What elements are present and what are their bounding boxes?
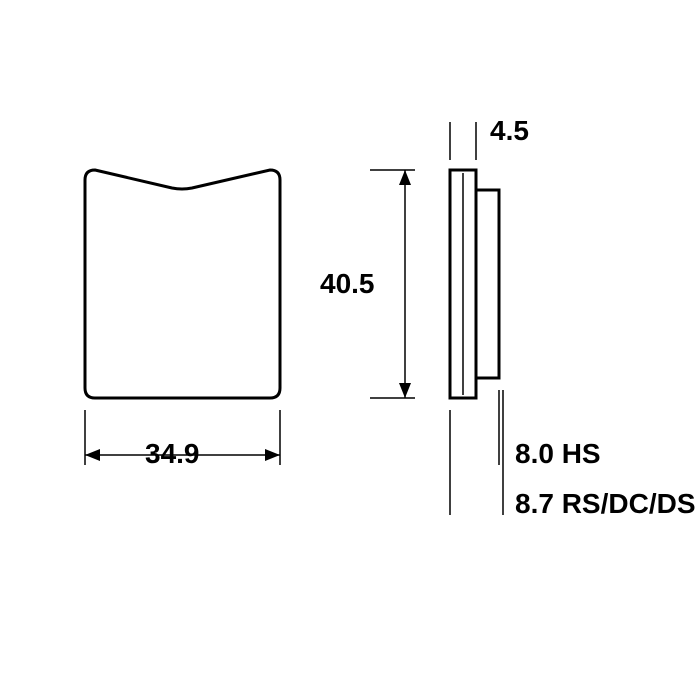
dim-plate	[450, 122, 476, 160]
label-width: 34.9	[145, 438, 200, 470]
label-plate: 4.5	[490, 115, 529, 147]
front-view	[85, 170, 280, 398]
dim-height	[370, 170, 415, 398]
dim-depth1	[450, 390, 499, 515]
side-view	[450, 170, 499, 398]
label-depth2: 8.7 RS/DC/DS	[515, 488, 696, 520]
diagram-container: 34.9 40.5 4.5 8.0 HS 8.7 RS/DC/DS	[0, 0, 700, 700]
label-depth1: 8.0 HS	[515, 438, 601, 470]
label-height: 40.5	[320, 268, 375, 300]
technical-drawing-svg	[0, 0, 700, 700]
